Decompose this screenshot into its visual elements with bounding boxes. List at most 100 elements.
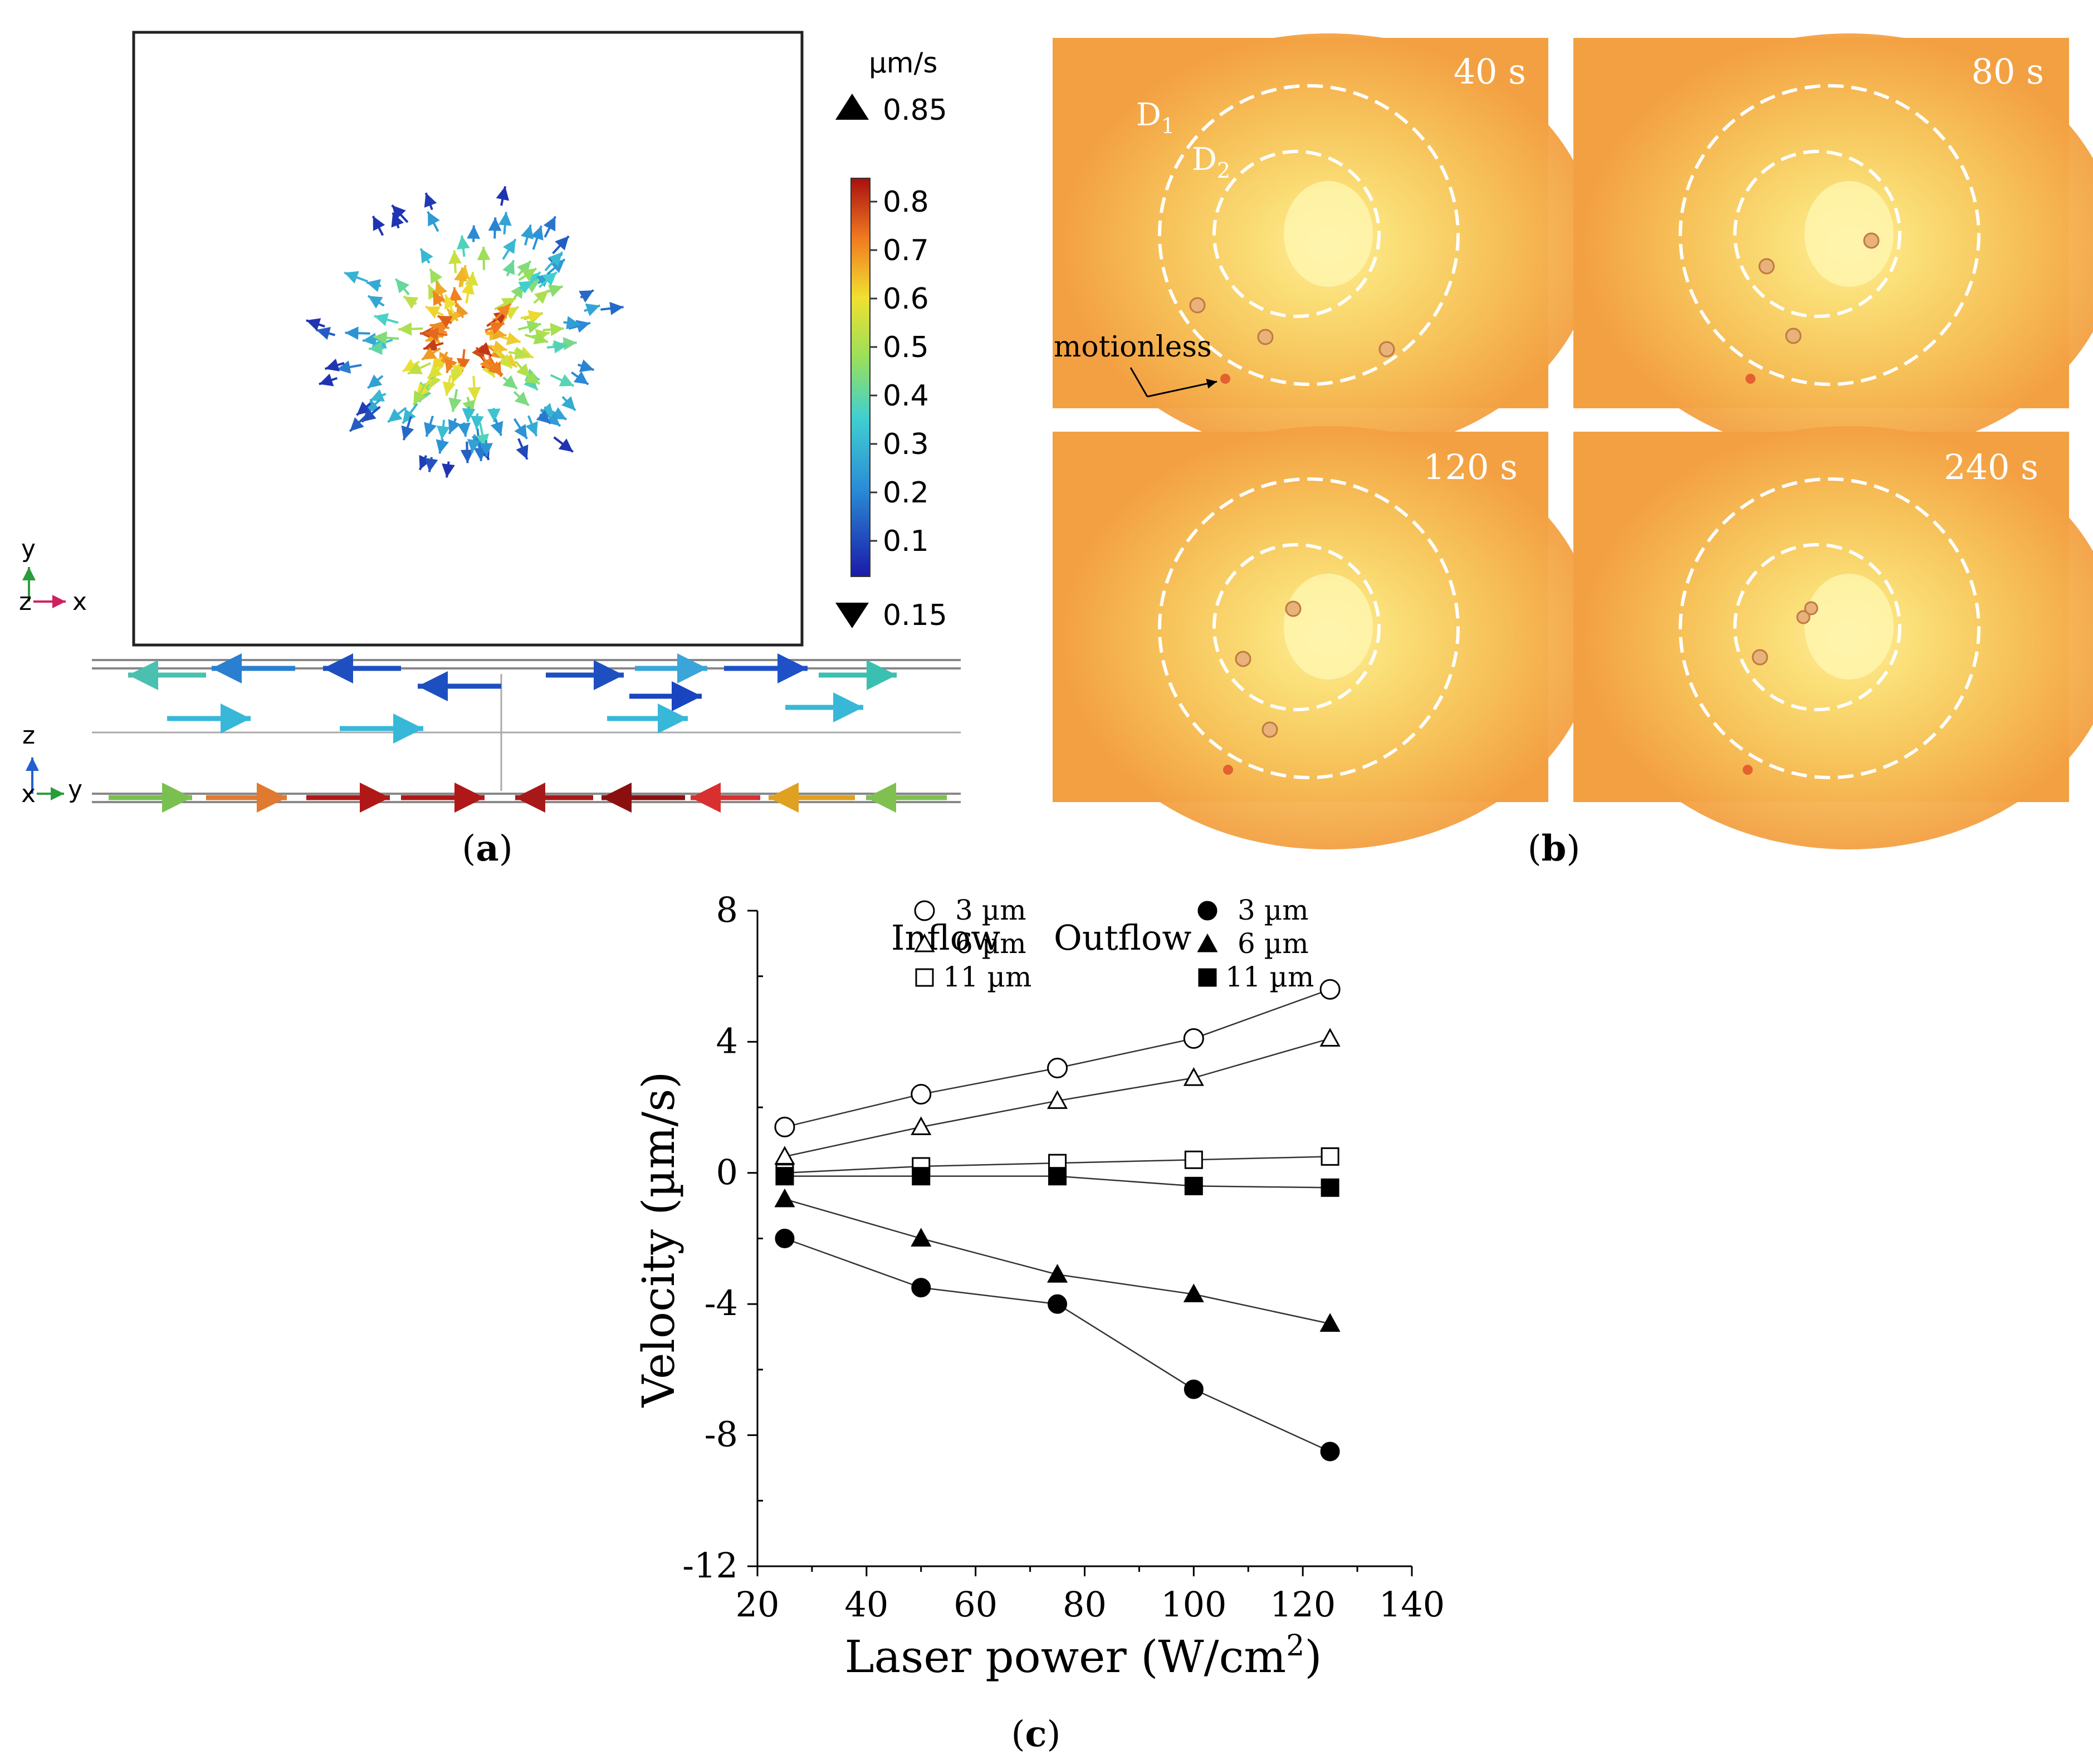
frame-80s: 80 s [1573, 33, 2093, 457]
legend-label: 3 µm [1238, 894, 1309, 926]
velocity-vector [324, 358, 345, 372]
velocity-vector [508, 346, 529, 360]
velocity-vector [429, 268, 444, 292]
legend-marker [914, 900, 935, 921]
legend-marker [1197, 933, 1218, 952]
velocity-vector [361, 405, 381, 423]
data-point [1184, 1176, 1203, 1195]
data-point [1183, 1067, 1204, 1086]
velocity-vector [467, 375, 481, 401]
panel-b: 40 s D1 D2 motionless 80 s [1053, 33, 2093, 869]
velocity-vector [448, 418, 461, 434]
velocity-vector [502, 260, 515, 277]
velocity-vector [518, 280, 534, 294]
velocity-vector [387, 407, 407, 423]
frame-40s-time: 40 s [1454, 51, 1526, 92]
velocity-vector [407, 362, 432, 375]
velocity-vector [477, 246, 491, 270]
velocity-vector [423, 339, 444, 352]
velocity-vector [319, 373, 338, 387]
y-tick-label: -4 [705, 1283, 738, 1323]
velocity-vector [538, 271, 558, 289]
velocity-vector [525, 415, 538, 437]
velocity-vector [517, 260, 532, 276]
velocity-vector [543, 216, 557, 238]
velocity-vector [578, 289, 594, 303]
colorbar-tick-label: 0.5 [883, 331, 929, 364]
panel-b-label: (b) [1528, 828, 1581, 869]
velocity-vector [344, 271, 368, 284]
velocity-vector [577, 359, 595, 373]
velocity-vector [473, 436, 487, 462]
data-point [1048, 1167, 1067, 1186]
velocity-vector [449, 287, 463, 307]
d2-label: D2 [1192, 141, 1230, 183]
velocity-vector [412, 383, 427, 406]
velocity-vector [525, 371, 541, 385]
legend-label: 6 µm [1238, 927, 1309, 960]
frame-40s: 40 s D1 D2 motionless [1053, 33, 1596, 457]
y-tick-label: 8 [716, 890, 738, 930]
legend-marker [1198, 968, 1217, 987]
velocity-vector [425, 330, 445, 344]
velocity-vector [401, 416, 414, 441]
data-point [1321, 1178, 1339, 1197]
motionless-annotation: motionless [1054, 330, 1212, 364]
velocity-vector [530, 225, 544, 250]
series-inflow-6um [774, 1028, 1341, 1165]
x-tick-label: 60 [953, 1584, 997, 1625]
velocity-vector [366, 374, 384, 389]
panel-c-label: (c) [1011, 1713, 1061, 1755]
velocity-vector [448, 389, 462, 412]
velocity-vector [525, 331, 549, 345]
velocity-vector [485, 359, 503, 376]
velocity-vector [462, 406, 476, 422]
velocity-vector [550, 374, 575, 387]
data-point [1184, 1379, 1204, 1399]
y-tick-label: -12 [682, 1545, 738, 1586]
frame-80s-time: 80 s [1972, 51, 2044, 92]
velocity-vector [403, 295, 419, 309]
velocity-vector [542, 322, 564, 336]
velocity-vector [349, 413, 369, 432]
velocity-vector [536, 409, 551, 425]
legend-label: 6 µm [955, 927, 1026, 960]
velocity-vector [444, 294, 457, 315]
velocity-vector [561, 395, 576, 412]
data-point [1184, 1150, 1203, 1169]
x-axis-label: Laser power (W/cm2) [844, 1629, 1322, 1683]
data-point [1046, 1090, 1068, 1109]
velocity-vector [444, 357, 457, 374]
data-point [911, 1278, 931, 1298]
velocity-vector [456, 235, 470, 257]
velocity-vector [495, 350, 513, 369]
x-tick-label: 40 [844, 1584, 888, 1625]
colorbar-tick-label: 0.8 [883, 185, 929, 219]
frame-240s: 240 s [1573, 426, 2093, 849]
panel-a-label: (a) [462, 828, 512, 869]
velocity-vector [418, 455, 432, 471]
legend-marker [914, 933, 935, 952]
side-view-channel [92, 653, 961, 813]
velocity-vector [371, 216, 385, 236]
velocity-vector [427, 211, 440, 232]
velocity-vector [530, 329, 550, 343]
velocity-vector [533, 289, 550, 304]
velocity-vector [552, 337, 577, 350]
axis-z-label: z [19, 588, 32, 616]
colorbar-tick-label: 0.6 [883, 282, 929, 316]
velocity-vector [437, 315, 453, 328]
velocity-vector [371, 336, 393, 349]
velocity-vector [546, 340, 568, 354]
velocity-vector [502, 238, 517, 260]
velocity-vector [429, 321, 446, 335]
legend-label: 3 µm [955, 894, 1026, 926]
legend-marker [1197, 901, 1217, 921]
axis-triad-xy: y z x [19, 535, 87, 616]
velocity-vector [470, 413, 484, 429]
velocity-vector [464, 271, 478, 295]
frame-120s: 120 s [1053, 426, 1596, 849]
velocity-vector [520, 310, 543, 323]
data-point [912, 1167, 931, 1186]
data-point [911, 1116, 932, 1135]
